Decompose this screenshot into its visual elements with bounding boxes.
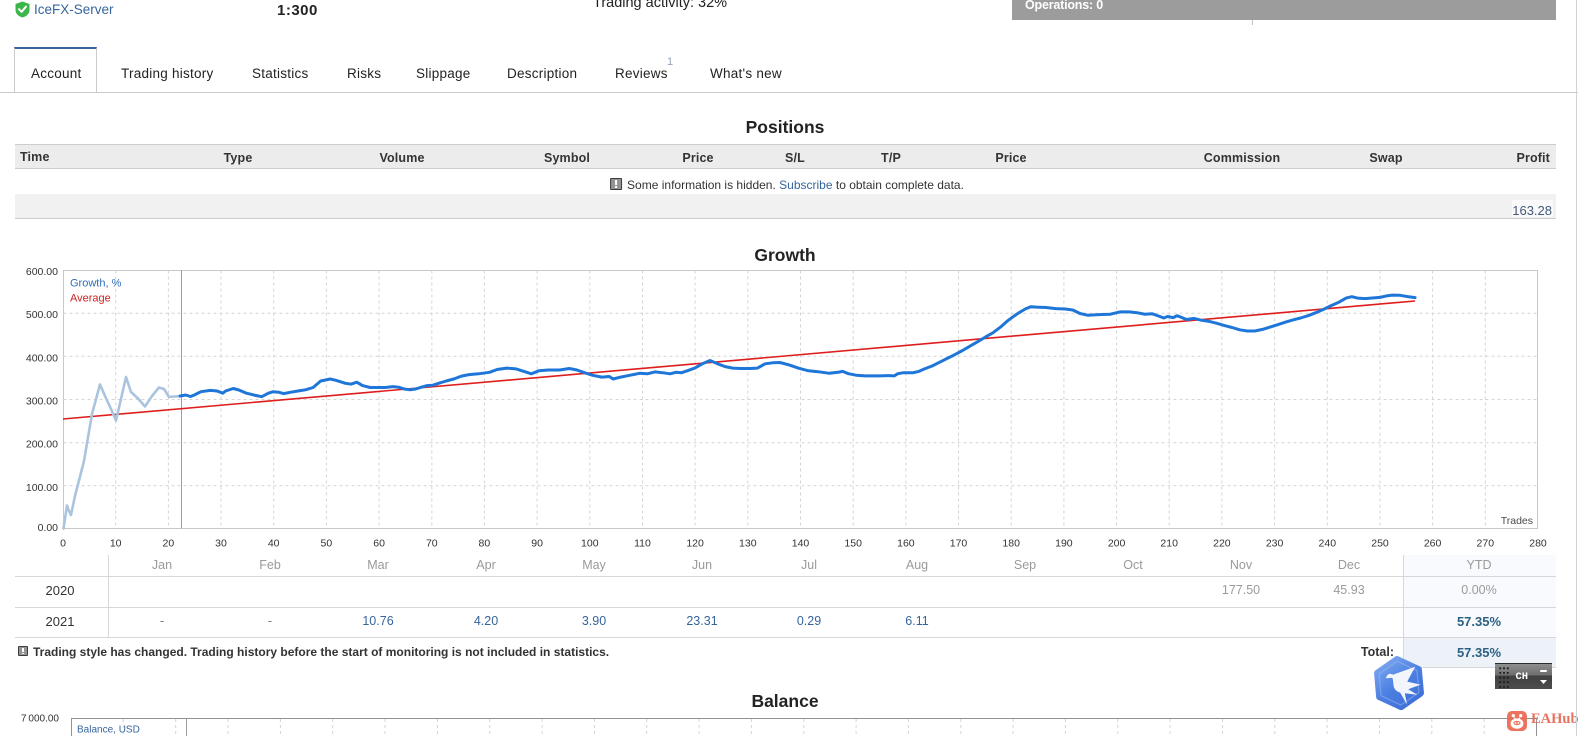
svg-text:300.00: 300.00 (26, 396, 58, 408)
svg-text:170: 170 (950, 538, 968, 550)
svg-text:60: 60 (373, 538, 385, 550)
svg-text:100.00: 100.00 (26, 482, 58, 494)
svg-text:240: 240 (1319, 538, 1337, 550)
svg-text:110: 110 (634, 538, 651, 550)
svg-text:130: 130 (739, 538, 757, 550)
svg-text:200.00: 200.00 (26, 439, 58, 451)
svg-text:210: 210 (1160, 538, 1178, 550)
svg-text:0: 0 (60, 538, 66, 550)
svg-text:70: 70 (426, 538, 438, 550)
svg-text:180: 180 (1002, 538, 1020, 550)
svg-text:220: 220 (1213, 538, 1231, 550)
svg-text:160: 160 (897, 538, 915, 550)
svg-text:140: 140 (792, 538, 810, 550)
svg-text:190: 190 (1055, 538, 1073, 550)
svg-text:250: 250 (1371, 538, 1389, 550)
svg-text:20: 20 (163, 538, 175, 550)
svg-text:Average: Average (70, 293, 111, 305)
svg-text:500.00: 500.00 (26, 309, 58, 321)
svg-text:260: 260 (1424, 538, 1442, 550)
svg-text:10: 10 (110, 538, 122, 550)
svg-text:80: 80 (479, 538, 491, 550)
svg-text:90: 90 (531, 538, 543, 550)
svg-text:600.00: 600.00 (26, 266, 58, 278)
svg-text:30: 30 (215, 538, 227, 550)
svg-text:0.00: 0.00 (38, 522, 59, 534)
svg-text:230: 230 (1266, 538, 1284, 550)
svg-text:50: 50 (321, 538, 333, 550)
svg-text:280: 280 (1529, 538, 1547, 550)
svg-text:120: 120 (686, 538, 704, 550)
svg-text:7 000.00: 7 000.00 (21, 714, 60, 725)
svg-text:150: 150 (844, 538, 862, 550)
svg-text:100: 100 (581, 538, 599, 550)
svg-text:200: 200 (1108, 538, 1126, 550)
svg-text:400.00: 400.00 (26, 352, 58, 364)
svg-text:40: 40 (268, 538, 280, 550)
svg-text:270: 270 (1477, 538, 1495, 550)
svg-text:Growth, %: Growth, % (70, 278, 122, 290)
svg-text:Trades: Trades (1501, 515, 1533, 527)
svg-text:Balance, USD: Balance, USD (77, 725, 140, 736)
